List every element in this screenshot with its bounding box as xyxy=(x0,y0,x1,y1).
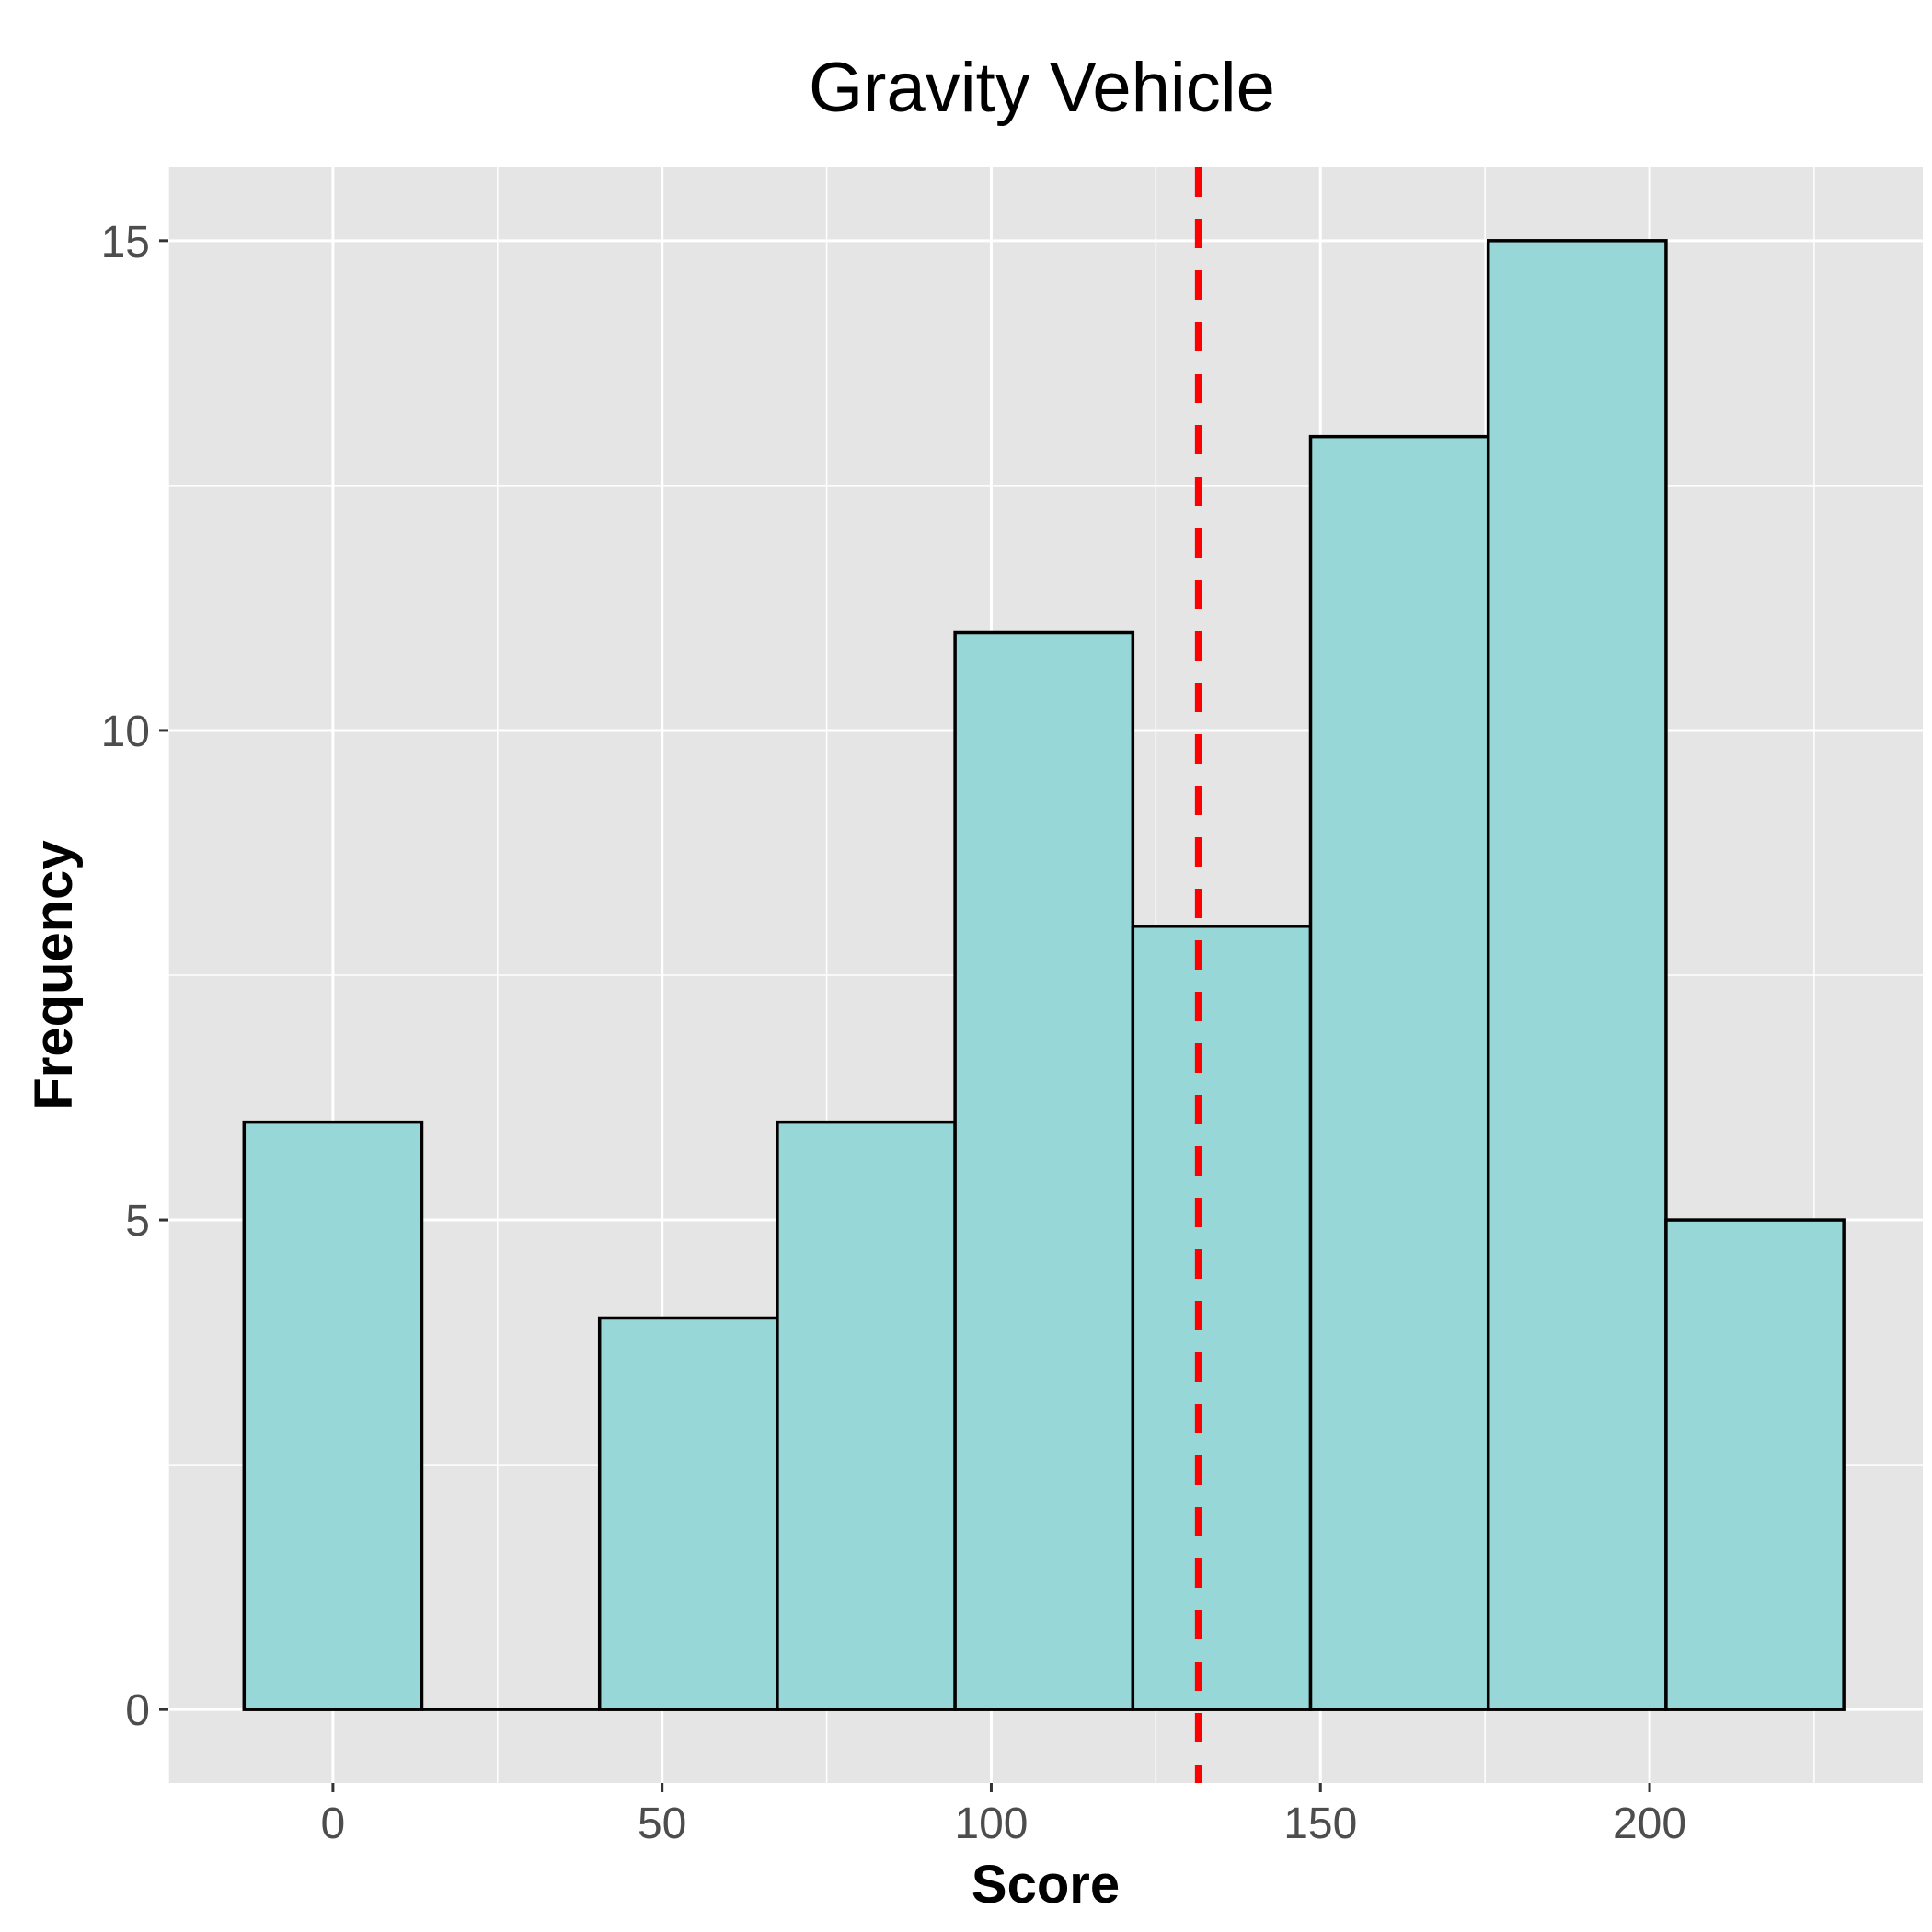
y-tick-label: 10 xyxy=(101,707,150,756)
y-axis-title: Frequency xyxy=(24,840,84,1110)
x-tick-label: 200 xyxy=(1613,1800,1686,1848)
x-tick-label: 150 xyxy=(1283,1800,1357,1848)
y-tick-label: 5 xyxy=(125,1197,150,1246)
y-tick-label: 15 xyxy=(101,218,150,267)
histogram-bars xyxy=(242,239,1846,1711)
histogram-bar xyxy=(1486,239,1668,1711)
x-tick-label: 0 xyxy=(321,1800,346,1848)
chart-title: Gravity Vehicle xyxy=(809,49,1275,127)
histogram-bar xyxy=(953,630,1135,1711)
histogram-bar xyxy=(1664,1218,1846,1711)
x-tick-label: 50 xyxy=(638,1800,686,1848)
histogram-bar xyxy=(1308,434,1490,1711)
x-axis: 0 50 100 150 200 xyxy=(321,1783,1686,1848)
histogram-bar xyxy=(242,1120,424,1711)
histogram-bar xyxy=(1131,925,1313,1711)
x-tick-label: 100 xyxy=(954,1800,1028,1848)
y-axis: 0 5 10 15 xyxy=(101,218,168,1735)
histogram-bar xyxy=(597,1316,779,1711)
histogram-bar xyxy=(776,1120,957,1711)
y-tick-label: 0 xyxy=(125,1686,150,1735)
x-axis-title: Score xyxy=(972,1855,1120,1915)
